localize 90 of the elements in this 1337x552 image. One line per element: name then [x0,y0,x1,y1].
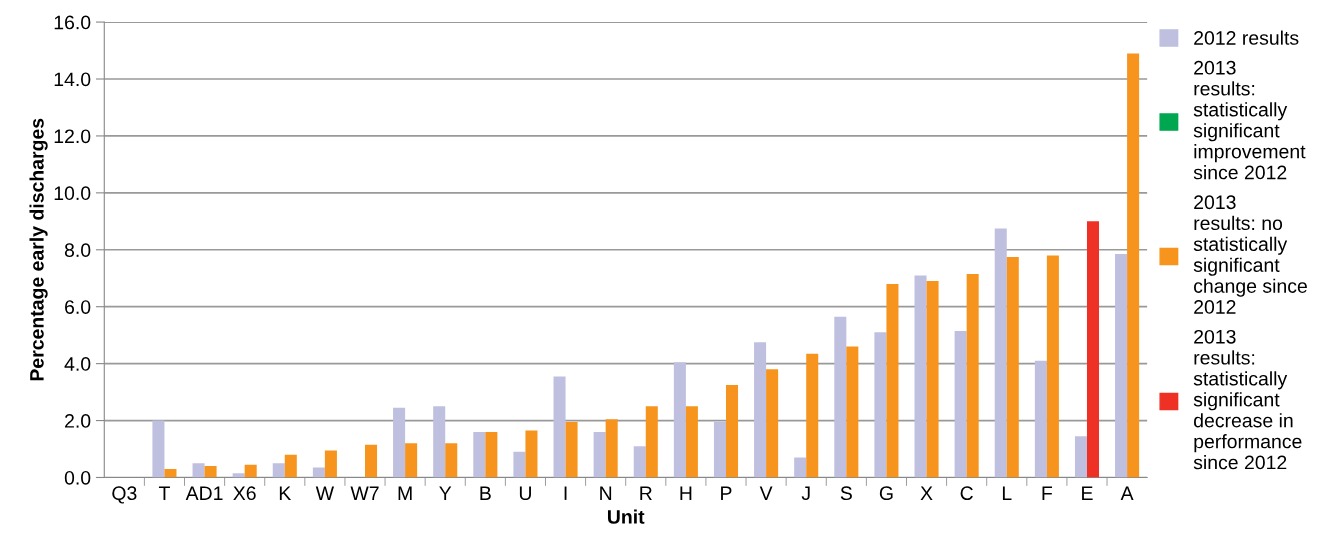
bar [1046,255,1059,478]
x-axis-title: Unit [607,509,645,524]
y-tick-label: 10.0 [54,186,91,201]
x-tick-label: H [680,486,692,500]
bar [365,444,378,478]
y-tick-label: 2.0 [65,414,91,428]
bar [846,346,859,478]
bar [766,369,779,478]
bar [645,406,658,478]
bar [834,316,847,478]
bar [1034,360,1047,478]
x-tick-label: G [879,486,893,501]
bar [1115,254,1128,478]
x-tick-label: T [158,486,170,500]
bar [445,443,458,478]
y-tick-label: 16.0 [54,15,91,30]
bar [1006,256,1019,478]
x-tick-label: R [640,486,652,500]
bar [164,468,177,478]
x-tick-label: J [801,486,810,501]
bar [874,332,887,478]
x-tick-label: B [480,486,491,500]
bar [272,463,285,478]
x-tick-label: F [1042,486,1053,500]
bar [1074,436,1087,478]
x-tick-label: Y [439,486,452,500]
bar [1086,221,1100,478]
bar [966,273,979,478]
bar [565,421,578,478]
bar [405,443,418,478]
bar [433,406,446,478]
bar [232,473,245,478]
bar [794,457,807,478]
bar [685,406,698,478]
x-tick-label: E [1082,486,1093,500]
y-tick-label: 8.0 [64,243,91,258]
bar [312,467,325,478]
y-tick-label: 12.0 [54,129,91,144]
bar [525,430,538,478]
bar [204,466,217,478]
bar [914,275,927,478]
bar [553,376,566,478]
x-tick-label: I [564,486,567,500]
bar [605,419,618,478]
bar [954,330,967,478]
legend-label: 2012 results [1194,30,1299,45]
legend-label: 2013 results: statistically significant decrease in performance since 2012 [1193,329,1302,470]
x-tick-label: K [279,486,292,500]
bar [1127,53,1140,478]
legend-label: 2013 results: no statistically significant change since 2012 [1193,195,1307,314]
legend-label: 2013 results: statistically significant improvement since 2012 [1193,60,1306,180]
bar [244,464,257,478]
bar [485,431,498,478]
y-axis-title: Percentage early discharges [29,118,48,381]
x-tick-label: AD1 [185,486,223,500]
x-tick-label: A [1120,486,1134,500]
x-tick-label: C [960,486,973,501]
bar [393,407,406,478]
x-tick-label: Q3 [112,486,137,504]
x-tick-label: S [840,486,852,501]
bar [473,431,486,478]
bar [593,431,606,478]
x-tick-label: P [721,486,732,500]
x-tick-label: N [600,486,612,500]
y-tick-label: 4.0 [64,357,91,371]
bar [886,283,899,478]
bar [152,420,165,478]
x-tick-label: V [759,486,773,500]
x-tick-label: X [920,486,933,500]
bar [673,362,686,478]
bar [713,421,726,478]
bar [725,384,739,478]
bar [633,446,646,478]
bar [192,463,205,478]
x-tick-label: W7 [350,486,379,500]
bar [513,451,526,478]
x-tick-label: M [398,486,412,500]
bar [806,353,819,478]
bar [754,342,767,478]
bar [324,450,337,478]
x-tick-label: U [519,486,531,501]
y-tick-label: 6.0 [65,300,91,314]
x-tick-label: L [1002,486,1012,500]
bar [926,281,939,478]
y-tick-label: 14.0 [54,72,91,87]
bar [994,228,1007,478]
x-tick-label: W [315,486,334,500]
bar [284,454,297,478]
y-tick-label: 0.0 [64,470,91,485]
x-tick-label: X6 [233,486,256,501]
